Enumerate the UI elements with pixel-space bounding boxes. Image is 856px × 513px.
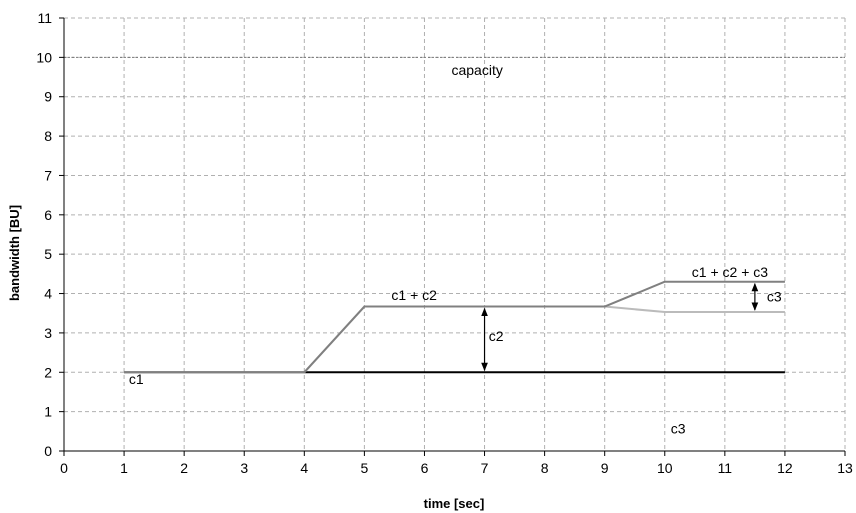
- x-tick-label: 8: [541, 460, 549, 476]
- annotation-label: c2: [489, 328, 504, 344]
- annotation-label: c3: [671, 420, 686, 436]
- y-axis-title: bandwidth [BU]: [7, 205, 22, 301]
- x-axis-title: time [sec]: [424, 496, 485, 511]
- annotation-label: c1 + c2 + c3: [692, 264, 768, 280]
- y-tick-label: 2: [44, 364, 52, 380]
- x-tick-label: 7: [481, 460, 489, 476]
- capacity-label: capacity: [451, 62, 502, 78]
- grid: [64, 18, 845, 451]
- y-tick-label: 7: [44, 167, 52, 183]
- y-tick-label: 8: [44, 128, 52, 144]
- y-tick-label: 11: [37, 10, 52, 26]
- annotations: c1 c1 + c2 c2 c1 + c2 + c3 c3 c3: [129, 264, 782, 436]
- y-tick-label: 9: [44, 89, 52, 105]
- annotation-label: c1 + c2: [391, 287, 437, 303]
- x-tick-label: 4: [300, 460, 308, 476]
- y-tick-label: 4: [44, 286, 52, 302]
- y-tick-label: 3: [44, 325, 52, 341]
- x-tick-label: 6: [421, 460, 429, 476]
- x-tick-label: 2: [180, 460, 188, 476]
- x-tick-label: 5: [360, 460, 368, 476]
- series-group: [124, 282, 785, 373]
- x-tick-label: 1: [120, 460, 128, 476]
- x-tick-label: 9: [601, 460, 609, 476]
- x-tick-label: 13: [837, 460, 853, 476]
- x-tick-label: 10: [657, 460, 673, 476]
- x-tick-label: 0: [60, 460, 68, 476]
- y-tick-label: 10: [36, 49, 52, 65]
- annotation-label: c3: [767, 288, 782, 304]
- y-tick-label: 6: [44, 207, 52, 223]
- annotation-label: c1: [129, 371, 144, 387]
- y-tick-label: 0: [44, 443, 52, 459]
- y-tick-label: 1: [44, 404, 52, 420]
- series-line-c1c2: [124, 307, 785, 373]
- capacity-line-group: capacity: [64, 57, 845, 78]
- series-line-total: [124, 282, 785, 373]
- x-tick-label: 11: [718, 460, 733, 476]
- y-tick-label: 5: [44, 246, 52, 262]
- x-tick-label: 3: [240, 460, 248, 476]
- x-tick-label: 12: [777, 460, 793, 476]
- axes: [59, 18, 845, 456]
